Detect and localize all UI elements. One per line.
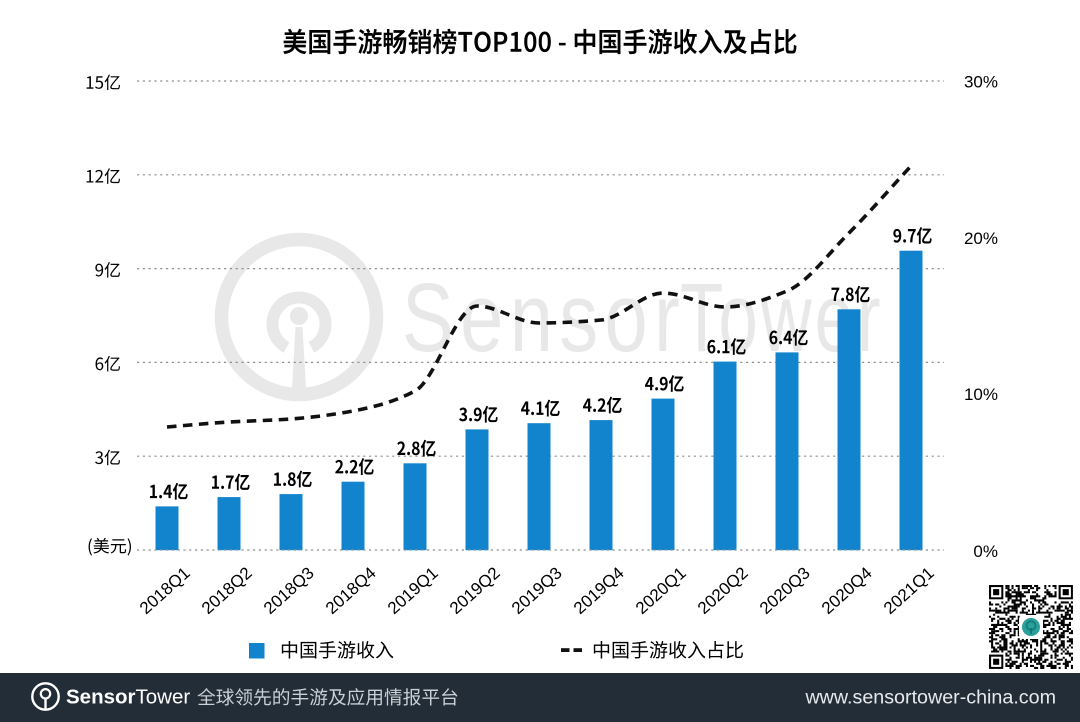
svg-text:SensorTower: SensorTower <box>66 686 190 709</box>
svg-text:2018Q4: 2018Q4 <box>322 563 380 618</box>
svg-text:2020Q4: 2020Q4 <box>818 563 876 618</box>
svg-text:2019Q3: 2019Q3 <box>508 563 566 618</box>
svg-text:20%: 20% <box>964 229 998 248</box>
svg-text:2021Q1: 2021Q1 <box>880 563 938 618</box>
svg-text:2020Q1: 2020Q1 <box>632 563 690 618</box>
svg-text:2019Q2: 2019Q2 <box>446 563 504 618</box>
svg-text:2019Q1: 2019Q1 <box>384 563 442 618</box>
svg-text:10%: 10% <box>964 385 998 404</box>
svg-text:0%: 0% <box>973 542 998 561</box>
svg-text:www.sensortower-china.com: www.sensortower-china.com <box>804 687 1056 709</box>
svg-text:2020Q2: 2020Q2 <box>694 563 752 618</box>
svg-text:30%: 30% <box>964 73 998 92</box>
svg-text:2018Q2: 2018Q2 <box>198 563 256 618</box>
svg-text:2018Q3: 2018Q3 <box>260 563 318 618</box>
svg-text:Sensor: Sensor <box>402 263 686 372</box>
svg-text:2018Q1: 2018Q1 <box>136 563 194 618</box>
svg-text:2019Q4: 2019Q4 <box>570 563 628 618</box>
svg-text:2020Q3: 2020Q3 <box>756 563 814 618</box>
